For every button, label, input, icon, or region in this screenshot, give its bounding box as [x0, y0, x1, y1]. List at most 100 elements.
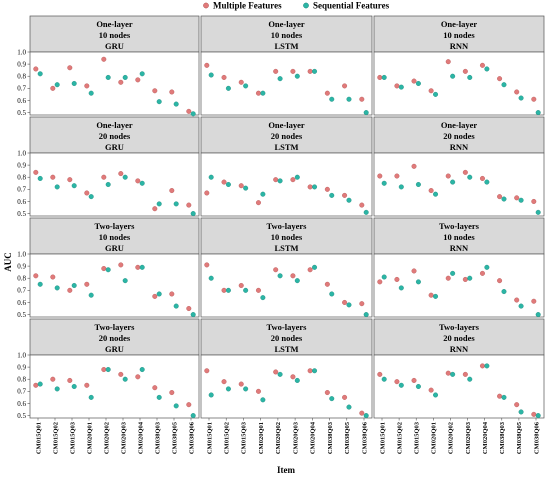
point-sequential-features: [277, 178, 283, 184]
y-tick-label: 0.8: [17, 174, 26, 182]
x-tick-label: CM038Q05: [344, 421, 351, 454]
x-tick-label: CM020Q04: [310, 421, 317, 454]
point-sequential-features: [363, 312, 369, 318]
point-multiple-features: [462, 169, 468, 175]
point-sequential-features: [346, 302, 352, 308]
point-multiple-features: [169, 291, 175, 297]
point-sequential-features: [484, 66, 490, 72]
point-multiple-features: [445, 59, 451, 65]
point-sequential-features: [501, 196, 507, 202]
point-sequential-features: [88, 292, 94, 298]
point-sequential-features: [415, 279, 421, 285]
point-sequential-features: [329, 291, 335, 297]
point-sequential-features: [277, 273, 283, 279]
point-multiple-features: [135, 77, 141, 83]
x-tick-label: CM015Q01: [379, 422, 386, 454]
point-multiple-features: [307, 184, 313, 190]
point-sequential-features: [122, 278, 128, 284]
point-multiple-features: [238, 381, 244, 387]
legend-label-multiple: Multiple Features: [213, 1, 282, 11]
point-multiple-features: [169, 390, 175, 396]
y-tick-label: 0.9: [17, 263, 26, 271]
point-multiple-features: [428, 387, 434, 393]
point-multiple-features: [273, 177, 279, 183]
point-sequential-features: [329, 396, 335, 402]
point-multiple-features: [152, 293, 158, 299]
point-multiple-features: [479, 175, 485, 181]
point-sequential-features: [484, 363, 490, 369]
point-sequential-features: [398, 285, 404, 291]
point-sequential-features: [518, 409, 524, 415]
y-axis-title: AUC: [3, 252, 13, 272]
point-sequential-features: [260, 90, 266, 96]
point-multiple-features: [135, 374, 141, 380]
point-multiple-features: [445, 173, 451, 179]
point-multiple-features: [514, 297, 520, 303]
y-tick-label: 0.9: [17, 364, 26, 372]
point-sequential-features: [208, 275, 214, 281]
y-tick-label: 0.6: [17, 97, 26, 105]
x-tick-label: CM020Q01: [258, 422, 265, 454]
facet-strip-label: LSTM: [274, 41, 298, 51]
point-sequential-features: [518, 197, 524, 203]
point-multiple-features: [428, 88, 434, 94]
point-sequential-features: [208, 392, 214, 398]
y-tick-label: 1.0: [17, 351, 26, 359]
point-sequential-features: [173, 201, 179, 207]
point-multiple-features: [186, 306, 192, 312]
point-sequential-features: [450, 179, 456, 185]
x-tick-label: CM038Q03: [499, 421, 506, 454]
point-multiple-features: [428, 292, 434, 298]
point-multiple-features: [307, 68, 313, 74]
point-multiple-features: [307, 267, 313, 273]
point-multiple-features: [118, 262, 124, 268]
plot-area: [200, 253, 373, 318]
point-sequential-features: [225, 85, 231, 91]
point-multiple-features: [290, 68, 296, 74]
point-sequential-features: [190, 413, 196, 419]
y-tick-label: 0.6: [17, 400, 26, 408]
facet-strip-label: RNN: [450, 142, 469, 152]
x-tick-label: CM015Q02: [396, 422, 403, 454]
point-multiple-features: [84, 382, 90, 388]
facet-strip-label: Two-layers: [439, 221, 480, 231]
y-tick-label: 0.8: [17, 73, 26, 81]
point-sequential-features: [363, 110, 369, 116]
x-tick-label: CM038Q05: [171, 421, 178, 454]
facet-strip: [29, 318, 200, 356]
point-multiple-features: [394, 83, 400, 89]
facet-strip-label: 10 nodes: [443, 30, 475, 40]
facet-strip-label: LSTM: [274, 344, 298, 354]
point-multiple-features: [497, 393, 503, 399]
point-sequential-features: [415, 384, 421, 390]
facet-strip-label: 20 nodes: [99, 131, 131, 141]
x-tick-label: CM020Q02: [448, 422, 455, 454]
point-sequential-features: [433, 392, 439, 398]
point-multiple-features: [342, 394, 348, 400]
point-multiple-features: [33, 382, 39, 388]
point-sequential-features: [260, 397, 266, 403]
y-tick-label: 0.8: [17, 376, 26, 384]
point-multiple-features: [428, 188, 434, 194]
point-multiple-features: [169, 89, 175, 95]
y-tick-label: 1.0: [17, 48, 26, 56]
facet-strip-label: Two-layers: [267, 322, 308, 332]
plot-area: [373, 51, 545, 116]
point-sequential-features: [37, 71, 43, 77]
point-sequential-features: [208, 174, 214, 180]
point-multiple-features: [514, 402, 520, 408]
x-tick-label: CM038Q06: [188, 421, 195, 454]
plot-area: [29, 253, 200, 318]
x-tick-label: CM015Q03: [241, 421, 248, 454]
y-tick-label: 0.5: [17, 109, 26, 117]
x-tick-label: CM015Q02: [224, 422, 231, 454]
point-multiple-features: [67, 377, 73, 383]
point-sequential-features: [173, 403, 179, 409]
point-multiple-features: [359, 410, 365, 416]
point-multiple-features: [255, 388, 261, 394]
